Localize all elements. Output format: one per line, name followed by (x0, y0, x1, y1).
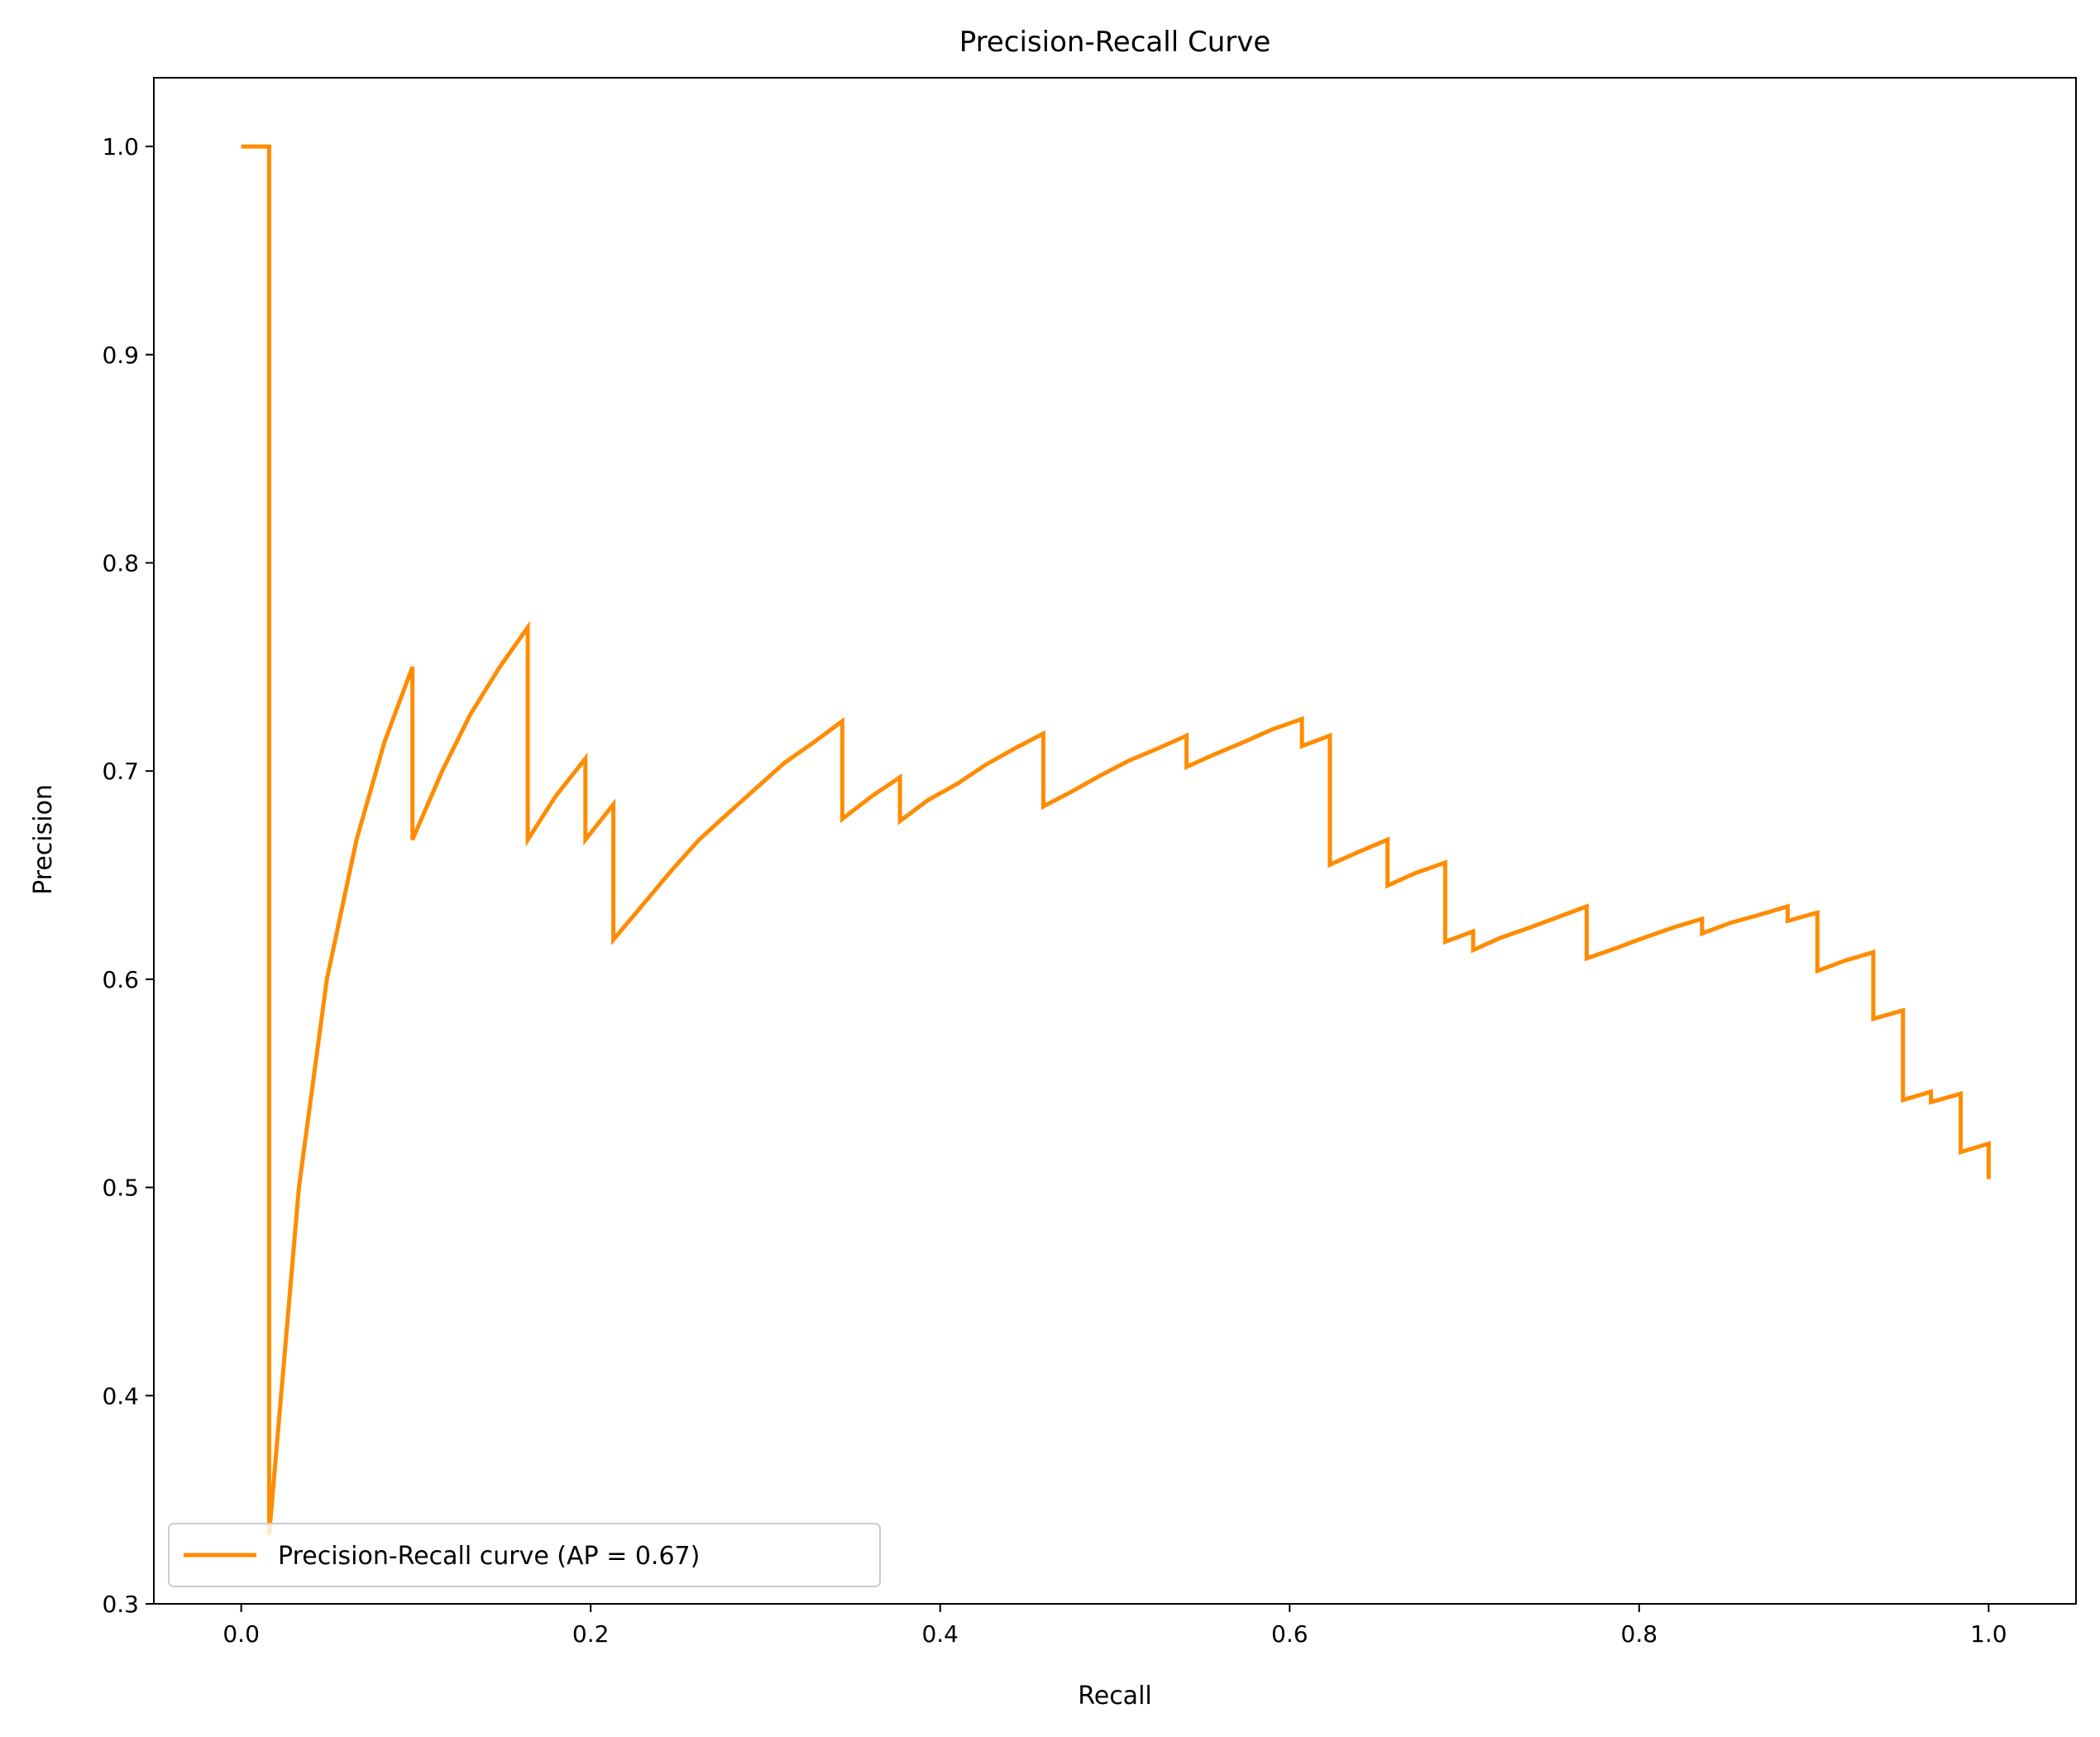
legend-box (168, 1523, 881, 1587)
plot-area (241, 144, 1991, 1536)
x-axis-label: Recall (1078, 1682, 1152, 1711)
plot-frame (153, 77, 2077, 1605)
y-tick-label: 0.6 (102, 966, 139, 993)
y-axis-label: Precision (29, 784, 58, 895)
x-tick-label: 0.6 (1271, 1620, 1308, 1648)
x-tick-label: 0.4 (921, 1620, 959, 1648)
y-tick-label: 1.0 (102, 133, 139, 160)
pr-curve-line (241, 144, 1991, 1536)
x-tick-label: 0.8 (1621, 1620, 1658, 1648)
y-tick-label: 0.3 (102, 1591, 139, 1618)
x-axis-ticks: 0.0 0.2 0.4 0.6 0.8 1.0 (222, 1604, 2007, 1648)
legend: Precision-Recall curve (AP = 0.67) (168, 1523, 881, 1587)
y-tick-label: 0.8 (102, 549, 139, 577)
y-axis-ticks: 0.3 0.4 0.5 0.6 0.7 0.8 0.9 1.0 (102, 133, 154, 1618)
x-tick-label: 0.0 (222, 1620, 260, 1648)
y-tick-label: 0.9 (102, 342, 139, 369)
y-tick-label: 0.5 (102, 1175, 139, 1202)
legend-label: Precision-Recall curve (AP = 0.67) (278, 1542, 700, 1571)
y-tick-label: 0.7 (102, 758, 139, 785)
chart-title: Precision-Recall Curve (959, 26, 1271, 59)
x-tick-label: 0.2 (572, 1620, 610, 1648)
x-tick-label: 1.0 (1970, 1620, 2007, 1648)
y-tick-label: 0.4 (102, 1382, 139, 1409)
